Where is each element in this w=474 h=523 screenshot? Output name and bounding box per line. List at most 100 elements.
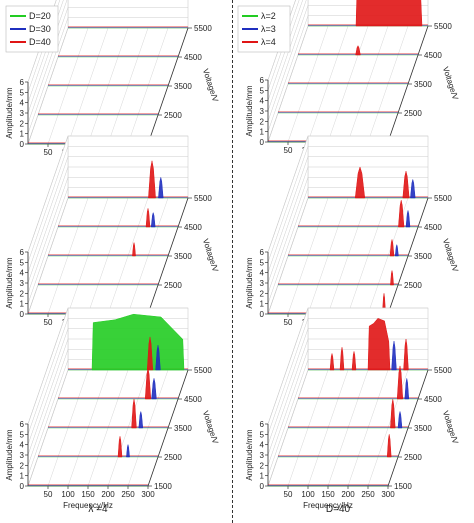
y-tick-label: 5 (20, 430, 25, 439)
y-gridline (27, 0, 61, 93)
z-tick-label: 5500 (434, 22, 452, 31)
z-tick-label: 1500 (394, 482, 412, 491)
y-tick-label: 3 (20, 451, 25, 460)
peak-mark (91, 313, 185, 371)
y-tick-label: 5 (260, 430, 265, 439)
z-axis-title: Voltage/V (441, 238, 460, 274)
y-tick-label: 0 (20, 482, 25, 491)
y-tick-label: 1 (20, 472, 25, 481)
z-tick-label: 4500 (184, 395, 202, 404)
y-axis-title: Amplitude/mm (5, 429, 14, 480)
peak-mark (396, 365, 404, 400)
z-axis-title: Voltage/V (201, 410, 220, 446)
peak-mark (146, 336, 154, 371)
x-tick-label: 100 (301, 490, 315, 499)
y-tick-label: 4 (260, 269, 265, 278)
z-tick-label: 4500 (184, 223, 202, 232)
y-tick-label: 4 (260, 441, 265, 450)
y-axis-title: Amplitude/mm (245, 257, 254, 308)
z-tick-label: 2500 (404, 453, 422, 462)
y-tick-label: 0 (260, 482, 265, 491)
peak-mark (138, 411, 144, 429)
y-tick-label: 2 (20, 119, 25, 128)
z-axis-title: Voltage/V (201, 238, 220, 274)
y-tick-label: 0 (260, 138, 265, 147)
x-axis-title: Frequency/Hz (303, 501, 353, 510)
x-tick-label: 150 (321, 490, 335, 499)
y-gridline (27, 166, 188, 284)
y-gridline (267, 0, 303, 101)
y-gridline (27, 135, 188, 253)
legend-entry: λ=2 (261, 11, 276, 21)
legend-entry: D=20 (29, 11, 51, 21)
y-gridline (267, 135, 428, 253)
y-axis-title: Amplitude/mm (245, 429, 254, 480)
legend: D=20 D=30 D=40 (5, 5, 59, 53)
peak-mark (155, 345, 161, 371)
y-tick-label: 3 (20, 109, 25, 118)
peak-mark (397, 411, 403, 429)
z-tick-label: 4500 (424, 51, 442, 60)
y-tick-label: 4 (20, 269, 25, 278)
y-tick-label: 5 (20, 258, 25, 267)
z-tick-label: 4500 (424, 223, 442, 232)
legend-entry: λ=4 (261, 37, 276, 47)
peak-mark (389, 239, 395, 257)
legend: λ=2 λ=3 λ=4 (237, 5, 291, 53)
peak-mark (354, 166, 366, 199)
peak-mark (390, 399, 396, 429)
peak-mark (131, 399, 137, 429)
chart-panel-1: 0123456501001502002503005500450035002500… (5, 0, 220, 171)
y-gridline (267, 187, 428, 304)
y-tick-label: 2 (20, 289, 25, 298)
peak-mark (390, 270, 394, 286)
z-tick-label: 3500 (174, 252, 192, 261)
y-tick-label: 4 (20, 99, 25, 108)
z-tick-label: 4500 (184, 53, 202, 62)
y-gridline (27, 17, 188, 134)
peak-mark (355, 0, 423, 27)
z-tick-label: 5500 (434, 194, 452, 203)
y-tick-label: 2 (260, 461, 265, 470)
y-tick-label: 4 (20, 441, 25, 450)
z-tick-label: 2500 (404, 281, 422, 290)
z-tick-label: 3500 (174, 82, 192, 91)
y-tick-label: 0 (20, 310, 25, 319)
peak-mark (355, 45, 361, 56)
y-tick-label: 0 (20, 140, 25, 149)
y-gridline (27, 0, 68, 114)
x-tick-label: 200 (101, 490, 115, 499)
y-gridline (27, 156, 188, 273)
z-axis-title: Voltage/V (201, 68, 220, 104)
peak-mark (158, 177, 164, 199)
peak-mark (144, 367, 152, 400)
y-gridline (27, 187, 188, 304)
z-tick-label: 3500 (414, 424, 432, 433)
peak-mark (391, 341, 397, 371)
y-tick-label: 6 (20, 420, 25, 429)
peak-mark (329, 353, 335, 371)
y-gridline (27, 146, 188, 263)
panel-caption: λ =4 (88, 504, 108, 515)
y-gridline (27, 0, 64, 103)
peak-mark (148, 160, 156, 199)
x-tick-label: 50 (44, 148, 53, 157)
z-tick-label: 2500 (164, 111, 182, 120)
peak-mark (410, 179, 416, 199)
y-tick-label: 2 (20, 461, 25, 470)
panel-caption: D=40 (326, 504, 351, 515)
peak-mark (117, 436, 123, 458)
y-tick-label: 3 (260, 107, 265, 116)
legend-entry: D=30 (29, 24, 51, 34)
peak-mark (126, 444, 130, 458)
peak-mark (339, 347, 345, 371)
z-tick-label: 5500 (434, 366, 452, 375)
x-tick-label: 50 (44, 490, 53, 499)
y-axis-title: Amplitude/mm (5, 87, 14, 138)
x-axis-title: Frequency/Hz (63, 501, 113, 510)
peak-mark (394, 243, 399, 257)
x-tick-label: 50 (284, 318, 293, 327)
y-tick-label: 1 (20, 130, 25, 139)
